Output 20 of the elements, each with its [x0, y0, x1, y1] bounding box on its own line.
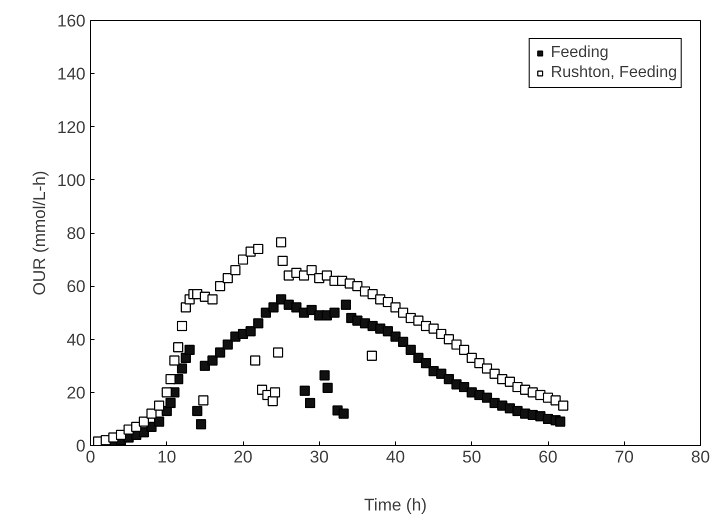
y-tick-label: 40	[66, 330, 86, 350]
legend-label: Rushton, Feeding	[550, 64, 677, 82]
x-tick-label: 60	[538, 448, 558, 466]
y-tick-label: 140	[57, 64, 86, 84]
x-tick-label: 70	[614, 448, 634, 466]
x-tick-label: 80	[691, 448, 710, 466]
y-tick-label: 80	[66, 224, 86, 243]
y-tick-label: 60	[66, 277, 86, 296]
y-axis-title: OUR (mmol/L-h)	[30, 170, 50, 296]
x-tick-label: 10	[157, 448, 176, 466]
x-tick-label: 20	[234, 448, 252, 466]
x-tick-label: 50	[462, 448, 482, 466]
x-axis-title: Time (h)	[364, 496, 427, 514]
y-tick-label: 120	[57, 118, 86, 137]
y-tick-label: 100	[57, 170, 86, 190]
y-tick-label: 20	[66, 383, 86, 402]
y-tick-label: 160	[57, 12, 86, 30]
x-tick-label: 40	[386, 448, 405, 466]
x-tick-label: 30	[310, 448, 329, 466]
legend-label: Feeding	[550, 44, 609, 62]
